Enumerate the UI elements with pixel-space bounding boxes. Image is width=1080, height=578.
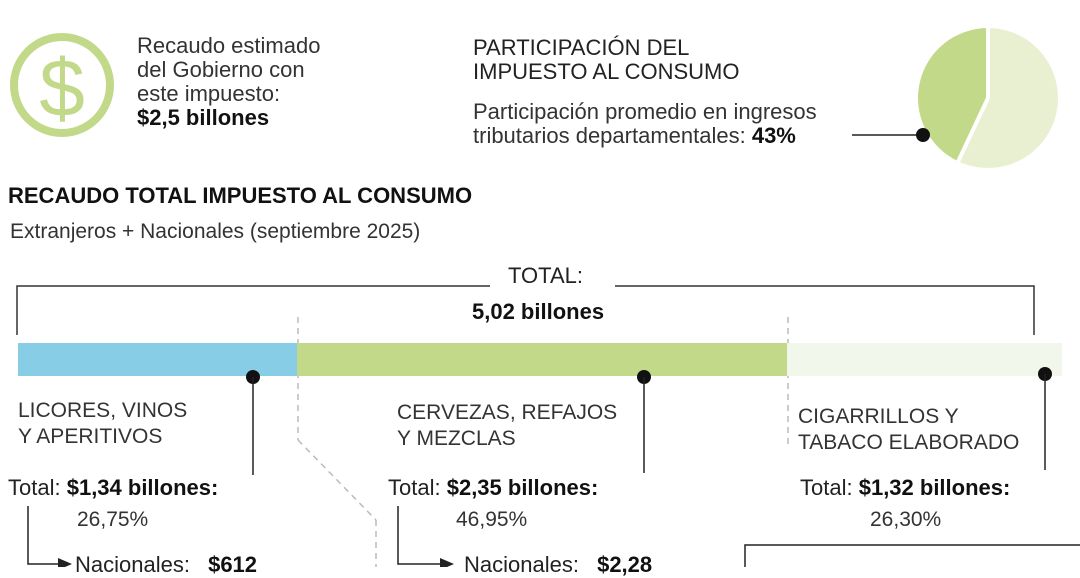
pie-leader-dot [916,128,930,142]
category-cervezas-name-line-1: CERVEZAS, REFAJOS [397,401,618,424]
category-cervezas-name-line-2: Y MEZCLAS [397,427,516,450]
pie-slice-share [918,28,988,162]
participation-pie [852,28,1058,168]
category-licores-percent: 26,75% [77,508,149,531]
total-value: 5,02 billones [472,299,605,324]
total-value-text: $1,34 billones: [66,475,219,500]
bar-segment-cigarrillos [787,343,1062,376]
sub-label: Nacionales: [75,552,190,577]
category-licores-name-line-2: Y APERITIVOS [18,425,163,448]
svg-text:$: $ [39,43,85,134]
total-label: TOTAL: [508,263,583,288]
category-cigarrillos-total: Total: $1,32 billones: [800,475,1010,501]
category-cervezas-total: Total: $2,35 billones: [388,475,598,501]
bar-segment-cervezas [297,343,788,376]
estimate-block: Recaudo estimado del Gobierno con este i… [137,34,320,130]
sub-connectors [27,506,1080,567]
participation-title-line-1: PARTICIPACIÓN DEL [473,35,690,60]
estimate-line-3: este impuesto: [137,81,281,106]
category-cervezas-name: CERVEZAS, REFAJOS Y MEZCLAS [397,400,617,452]
participation-text-line-1: Participación promedio en ingresos [473,99,817,124]
total-value-text: $1,32 billones: [858,475,1011,500]
category-cervezas-percent: 46,95% [456,508,528,531]
category-cigarrillos-name: CIGARRILLOS Y TABACO ELABORADO [798,404,1019,456]
estimate-line-2: del Gobierno con [137,57,305,82]
pie-slice-rest [958,28,1058,168]
total-bracket [16,285,1035,567]
total-value-text: $2,35 billones: [446,475,599,500]
sub-label: Nacionales: [464,552,579,577]
category-licores-total: Total: $1,34 billones: [8,475,218,501]
category-cigarrillos-percent: 26,30% [870,508,942,531]
total-label-text: Total: [388,475,441,500]
participation-value: 43% [751,123,796,148]
sub-value: $2,28 [597,552,653,577]
sub-row-licores: Nacionales: $612 [75,552,257,578]
pie-divider-2 [956,97,990,163]
total-label-text: Total: [800,475,853,500]
sub-row-cervezas: Nacionales: $2,28 [464,552,652,578]
participation-title: PARTICIPACIÓN DEL IMPUESTO AL CONSUMO [473,36,740,84]
category-licores-name-line-1: LICORES, VINOS [18,399,188,422]
category-cigarrillos-name-line-2: TABACO ELABORADO [798,431,1020,454]
sub-value: $612 [208,552,258,577]
estimate-value: $2,5 billones [137,105,270,130]
dollar-circle-icon: $ [10,33,114,137]
estimate-line-1: Recaudo estimado [137,33,321,58]
total-label-text: Total: [8,475,61,500]
category-cigarrillos-name-line-1: CIGARRILLOS Y [798,405,959,428]
category-licores-name: LICORES, VINOS Y APERITIVOS [18,398,187,450]
participation-text: Participación promedio en ingresos tribu… [473,100,817,148]
section-title: RECAUDO TOTAL IMPUESTO AL CONSUMO [8,183,473,208]
participation-title-line-2: IMPUESTO AL CONSUMO [473,59,740,84]
category-leaders [246,367,1052,475]
participation-text-line-2: tributarios departamentales: [473,123,752,148]
section-subtitle: Extranjeros + Nacionales (septiembre 202… [10,220,421,243]
